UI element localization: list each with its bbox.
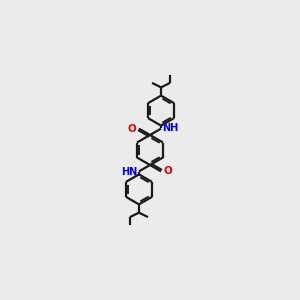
Text: O: O — [164, 167, 172, 176]
Text: NH: NH — [163, 123, 179, 133]
Text: O: O — [128, 124, 136, 134]
Text: HN: HN — [121, 167, 137, 177]
